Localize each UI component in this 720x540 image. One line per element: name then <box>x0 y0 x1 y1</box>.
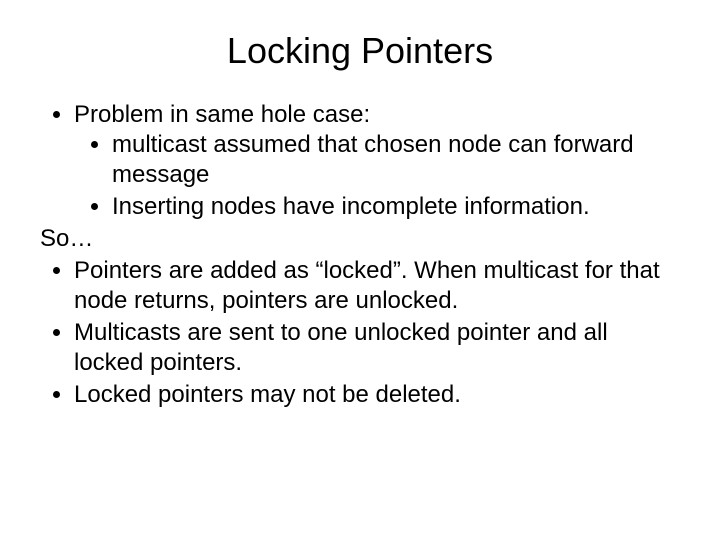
bullet-text: Locked pointers may not be deleted. <box>74 381 461 408</box>
sub-bullet-text: multicast assumed that chosen node can f… <box>112 131 634 188</box>
bullet-list: Pointers are added as “locked”. When mul… <box>40 256 680 410</box>
bullet-list: Problem in same hole case: multicast ass… <box>40 100 680 222</box>
sub-bullet-list: multicast assumed that chosen node can f… <box>74 130 680 222</box>
bullet-item: Locked pointers may not be deleted. <box>74 380 680 410</box>
bullet-text: Problem in same hole case: <box>74 101 370 128</box>
bullet-text: Pointers are added as “locked”. When mul… <box>74 257 660 314</box>
bullet-item: Pointers are added as “locked”. When mul… <box>74 256 680 316</box>
bullet-item: Problem in same hole case: multicast ass… <box>74 100 680 222</box>
bullet-text: Multicasts are sent to one unlocked poin… <box>74 319 608 376</box>
sub-bullet-item: multicast assumed that chosen node can f… <box>112 130 680 190</box>
slide-title: Locking Pointers <box>40 30 680 72</box>
bullet-item: Multicasts are sent to one unlocked poin… <box>74 318 680 378</box>
slide-body: Problem in same hole case: multicast ass… <box>40 100 680 410</box>
slide: Locking Pointers Problem in same hole ca… <box>0 0 720 540</box>
continuation-text: So… <box>40 224 680 254</box>
sub-bullet-text: Inserting nodes have incomplete informat… <box>112 193 590 220</box>
sub-bullet-item: Inserting nodes have incomplete informat… <box>112 192 680 222</box>
